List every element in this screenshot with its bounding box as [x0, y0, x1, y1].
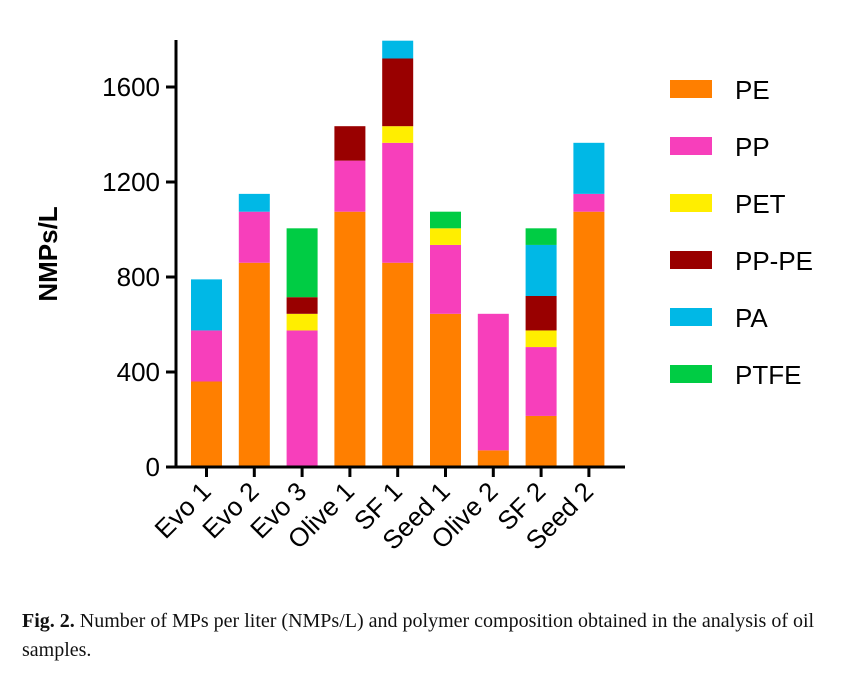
legend-swatch-pe: [670, 80, 712, 98]
bar-segment-pp-pe-evo-3: [286, 297, 318, 314]
y-tick-label: 800: [117, 262, 160, 292]
legend-label-pet: PET: [735, 189, 786, 219]
bar-segment-pp-olive-2: [477, 313, 509, 451]
bar-segment-pe-evo-2: [238, 262, 270, 467]
legend-label-pa: PA: [735, 303, 768, 333]
bar-segment-pa-evo-2: [238, 193, 270, 212]
bar-segment-pe-seed-1: [430, 313, 461, 467]
bar-segment-pe-seed-2: [573, 211, 605, 467]
bar-segment-pp-pe-sf-2: [525, 296, 557, 331]
bar-segment-ptfe-seed-1: [430, 211, 461, 229]
bars-group: [191, 40, 605, 467]
bar-segment-pa-sf-1: [382, 40, 414, 59]
legend-label-pp: PP: [735, 132, 770, 162]
figure-caption: Fig. 2. Number of MPs per liter (NMPs/L)…: [22, 607, 852, 665]
bar-segment-pet-sf-1: [382, 126, 414, 143]
bar-segment-pe-sf-2: [525, 415, 557, 467]
y-tick-label: 400: [117, 357, 160, 387]
y-tick-label: 1600: [102, 72, 160, 102]
bar-segment-pe-olive-1: [334, 211, 366, 467]
caption-label: Fig. 2.: [22, 610, 75, 632]
bar-segment-pet-evo-3: [286, 313, 318, 331]
bar-segment-pa-evo-1: [191, 279, 222, 331]
bar-segment-pp-sf-2: [525, 347, 557, 416]
legend-swatch-pp-pe: [670, 251, 712, 269]
caption-text: Number of MPs per liter (NMPs/L) and pol…: [22, 610, 815, 661]
y-axis-title: NMPs/L: [33, 206, 63, 301]
bar-segment-ptfe-evo-3: [286, 228, 318, 298]
bar-segment-pe-olive-2: [477, 450, 509, 467]
bar-segment-pa-sf-2: [525, 244, 557, 296]
legend: PE PP PET PP-PE PA PTFE: [670, 75, 813, 390]
bar-segment-pet-seed-1: [430, 228, 461, 245]
legend-label-pe: PE: [735, 75, 770, 105]
bar-segment-pp-olive-1: [334, 160, 366, 212]
bar-segment-pp-seed-2: [573, 193, 605, 212]
bar-segment-pp-evo-3: [286, 330, 318, 467]
bar-segment-ptfe-sf-2: [525, 228, 557, 245]
legend-swatch-pet: [670, 194, 712, 212]
bar-segment-pe-evo-1: [191, 381, 222, 467]
bar-segment-pp-seed-1: [430, 244, 461, 314]
legend-swatch-pa: [670, 308, 712, 326]
legend-swatch-pp: [670, 137, 712, 155]
legend-label-ptfe: PTFE: [735, 360, 801, 390]
bar-segment-pet-sf-2: [525, 330, 557, 348]
bar-segment-pp-pe-sf-1: [382, 58, 414, 127]
y-tick-label: 1200: [102, 167, 160, 197]
y-tick-label: 0: [146, 452, 160, 482]
bar-segment-pp-sf-1: [382, 142, 414, 263]
bar-segment-pp-pe-olive-1: [334, 126, 366, 161]
bar-segment-pp-evo-2: [238, 211, 270, 263]
bar-segment-pp-evo-1: [191, 330, 222, 382]
legend-swatch-ptfe: [670, 365, 712, 383]
legend-label-pp-pe: PP-PE: [735, 246, 813, 276]
bar-segment-pa-seed-2: [573, 142, 605, 194]
bar-segment-pe-sf-1: [382, 262, 414, 467]
